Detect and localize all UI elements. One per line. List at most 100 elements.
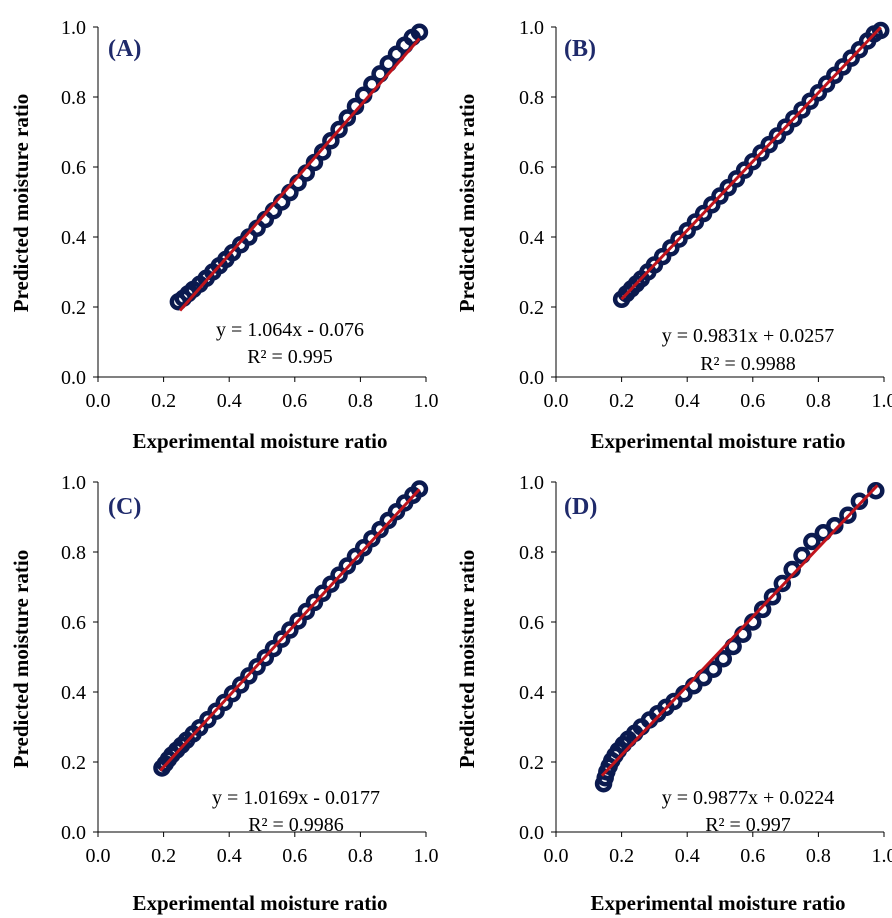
- chart-panel-a: (A) Predicted moisture ratio Experimenta…: [0, 0, 446, 459]
- x-tick-label: 0.6: [282, 845, 307, 867]
- data-point: [734, 625, 752, 643]
- y-tick-label: 1.0: [519, 472, 544, 494]
- panel-label: (B): [564, 36, 596, 62]
- y-tick-label: 1.0: [61, 17, 86, 39]
- data-point: [839, 506, 857, 524]
- chart-c-svg: (C) Predicted moisture ratio Experimenta…: [9, 472, 439, 915]
- data-point: [773, 574, 792, 593]
- data-point: [410, 480, 429, 498]
- data-point: [322, 132, 340, 150]
- y-tick-label: 0.4: [519, 682, 544, 704]
- chart-panel-c: (C) Predicted moisture ratio Experimenta…: [0, 459, 446, 918]
- x-tick-label: 0.4: [675, 845, 700, 867]
- y-tick-label: 0.4: [61, 227, 86, 249]
- x-tick-label: 0.4: [217, 845, 242, 867]
- y-tick-label: 0.0: [61, 822, 86, 844]
- y-tick-label: 0.2: [61, 297, 86, 319]
- x-tick-label: 0.0: [544, 845, 569, 867]
- chart-panel-d: (D) Predicted moisture ratio Experimenta…: [446, 459, 892, 918]
- data-point: [803, 532, 821, 551]
- data-point: [410, 23, 429, 41]
- x-tick-label: 0.4: [217, 390, 242, 412]
- y-tick-label: 1.0: [519, 17, 544, 39]
- r-squared-label: R² = 0.9986: [248, 814, 344, 836]
- chart-panel-b: (B) Predicted moisture ratio Experimenta…: [446, 0, 892, 459]
- x-tick-label: 0.2: [609, 845, 634, 867]
- x-tick-label: 0.8: [806, 845, 831, 867]
- x-tick-label: 0.0: [86, 390, 111, 412]
- data-point: [714, 650, 733, 668]
- x-tick-label: 0.2: [151, 390, 176, 412]
- x-tick-label: 0.2: [609, 390, 634, 412]
- data-point: [753, 600, 772, 619]
- y-tick-label: 0.2: [61, 752, 86, 774]
- panel-label: (C): [108, 494, 141, 520]
- x-axis-title: Experimental moisture ratio: [590, 429, 845, 453]
- y-tick-label: 0.8: [519, 87, 544, 109]
- y-axis-title: Predicted moisture ratio: [9, 94, 33, 313]
- y-tick-label: 0.6: [61, 157, 86, 179]
- y-axis-title: Predicted moisture ratio: [9, 550, 33, 769]
- trendline-equation: y = 1.0169x - 0.0177: [212, 787, 380, 809]
- y-axis-title: Predicted moisture ratio: [455, 550, 479, 769]
- x-tick-label: 1.0: [414, 390, 439, 412]
- y-tick-label: 0.6: [519, 157, 544, 179]
- x-axis-title: Experimental moisture ratio: [132, 891, 387, 915]
- x-tick-label: 0.0: [86, 845, 111, 867]
- trendline-equation: y = 1.064x - 0.076: [216, 319, 364, 341]
- x-tick-label: 0.6: [740, 390, 765, 412]
- x-tick-label: 0.6: [282, 390, 307, 412]
- data-point: [793, 546, 811, 565]
- y-axis-title: Predicted moisture ratio: [455, 94, 479, 313]
- x-tick-label: 0.8: [806, 390, 831, 412]
- y-tick-label: 0.4: [519, 227, 544, 249]
- x-axis-title: Experimental moisture ratio: [590, 891, 845, 915]
- y-tick-label: 0.0: [519, 822, 544, 844]
- data-point: [763, 588, 782, 606]
- trendline-equation: y = 0.9831x + 0.0257: [662, 325, 835, 347]
- chart-d-svg: (D) Predicted moisture ratio Experimenta…: [455, 472, 892, 915]
- y-tick-label: 0.2: [519, 752, 544, 774]
- trendline: [600, 484, 879, 777]
- data-point: [694, 668, 713, 687]
- data-point: [313, 143, 332, 161]
- r-squared-label: R² = 0.997: [705, 814, 791, 836]
- r-squared-label: R² = 0.995: [247, 346, 333, 368]
- y-tick-label: 1.0: [61, 472, 86, 494]
- panel-label: (A): [108, 36, 141, 62]
- y-tick-label: 0.8: [61, 542, 86, 564]
- trendline: [620, 26, 882, 301]
- trendline: [178, 37, 421, 312]
- y-tick-label: 0.6: [519, 612, 544, 634]
- chart-a-svg: (A) Predicted moisture ratio Experimenta…: [9, 17, 439, 453]
- x-tick-label: 0.6: [740, 845, 765, 867]
- x-tick-label: 0.0: [544, 390, 569, 412]
- panel-label: (D): [564, 494, 597, 520]
- y-tick-label: 0.6: [61, 612, 86, 634]
- y-tick-label: 0.2: [519, 297, 544, 319]
- y-tick-label: 0.0: [61, 367, 86, 389]
- r-squared-label: R² = 0.9988: [700, 353, 796, 375]
- y-tick-label: 0.8: [61, 87, 86, 109]
- data-point: [704, 660, 723, 678]
- data-point: [871, 21, 890, 40]
- trendline-equation: y = 0.9877x + 0.0224: [662, 787, 835, 809]
- trendline: [159, 488, 421, 772]
- x-tick-label: 1.0: [414, 845, 439, 867]
- x-tick-label: 0.4: [675, 390, 700, 412]
- data-point: [338, 109, 357, 127]
- x-tick-label: 0.8: [348, 845, 373, 867]
- x-tick-label: 0.8: [348, 390, 373, 412]
- x-tick-label: 1.0: [872, 390, 892, 412]
- x-tick-label: 1.0: [872, 845, 892, 867]
- x-tick-label: 0.2: [151, 845, 176, 867]
- y-tick-label: 0.4: [61, 682, 86, 704]
- y-tick-label: 0.0: [519, 367, 544, 389]
- data-point: [850, 492, 869, 510]
- data-point: [867, 482, 885, 500]
- y-tick-label: 0.8: [519, 542, 544, 564]
- chart-b-svg: (B) Predicted moisture ratio Experimenta…: [455, 17, 892, 453]
- data-point: [330, 120, 348, 139]
- x-axis-title: Experimental moisture ratio: [132, 429, 387, 453]
